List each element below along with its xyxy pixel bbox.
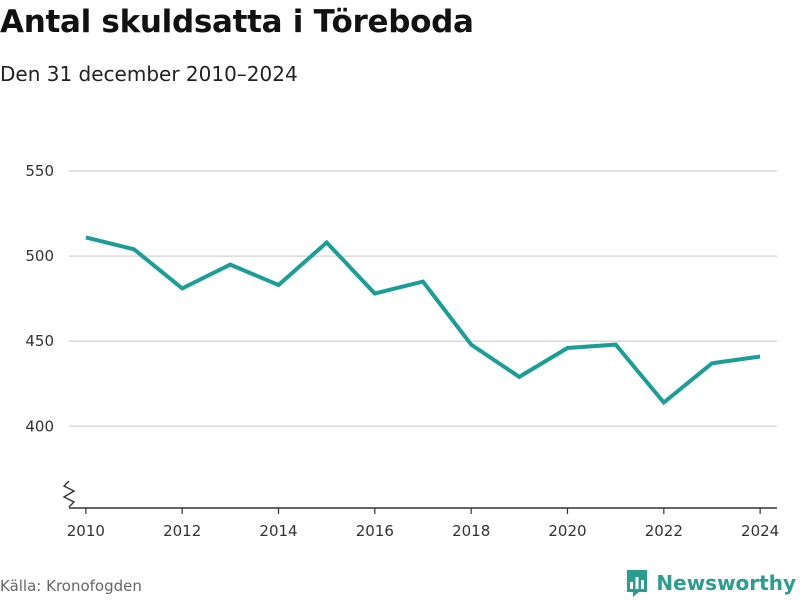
x-tick-label: 2022 bbox=[645, 522, 683, 540]
chart-title: Antal skuldsatta i Töreboda bbox=[0, 4, 474, 40]
y-tick-label: 500 bbox=[25, 247, 54, 265]
axis-break-icon bbox=[62, 480, 76, 508]
brand-logo: Newsworthy bbox=[625, 566, 796, 600]
chart-subtitle: Den 31 december 2010–2024 bbox=[0, 62, 298, 86]
y-tick-label: 450 bbox=[25, 332, 54, 350]
gridlines bbox=[69, 170, 777, 428]
brand-name: Newsworthy bbox=[656, 571, 796, 595]
x-tick-label: 2014 bbox=[259, 522, 297, 540]
series-line bbox=[85, 235, 761, 406]
x-tick-label: 2018 bbox=[452, 522, 490, 540]
y-tick-label: 400 bbox=[25, 417, 54, 435]
x-tick-label: 2024 bbox=[741, 522, 779, 540]
x-tick-label: 2012 bbox=[163, 522, 201, 540]
source-note: Källa: Kronofogden bbox=[0, 577, 142, 595]
series-layer bbox=[85, 235, 761, 406]
x-tick-label: 2010 bbox=[67, 522, 105, 540]
x-tick-label: 2016 bbox=[356, 522, 394, 540]
newsworthy-logo-icon bbox=[627, 570, 648, 597]
axes: 400 450 500 550 2010 2012 2014 2016 2018 2020 2022… bbox=[25, 162, 779, 540]
y-tick-label: 550 bbox=[25, 162, 54, 180]
x-tick-label: 2020 bbox=[548, 522, 586, 540]
